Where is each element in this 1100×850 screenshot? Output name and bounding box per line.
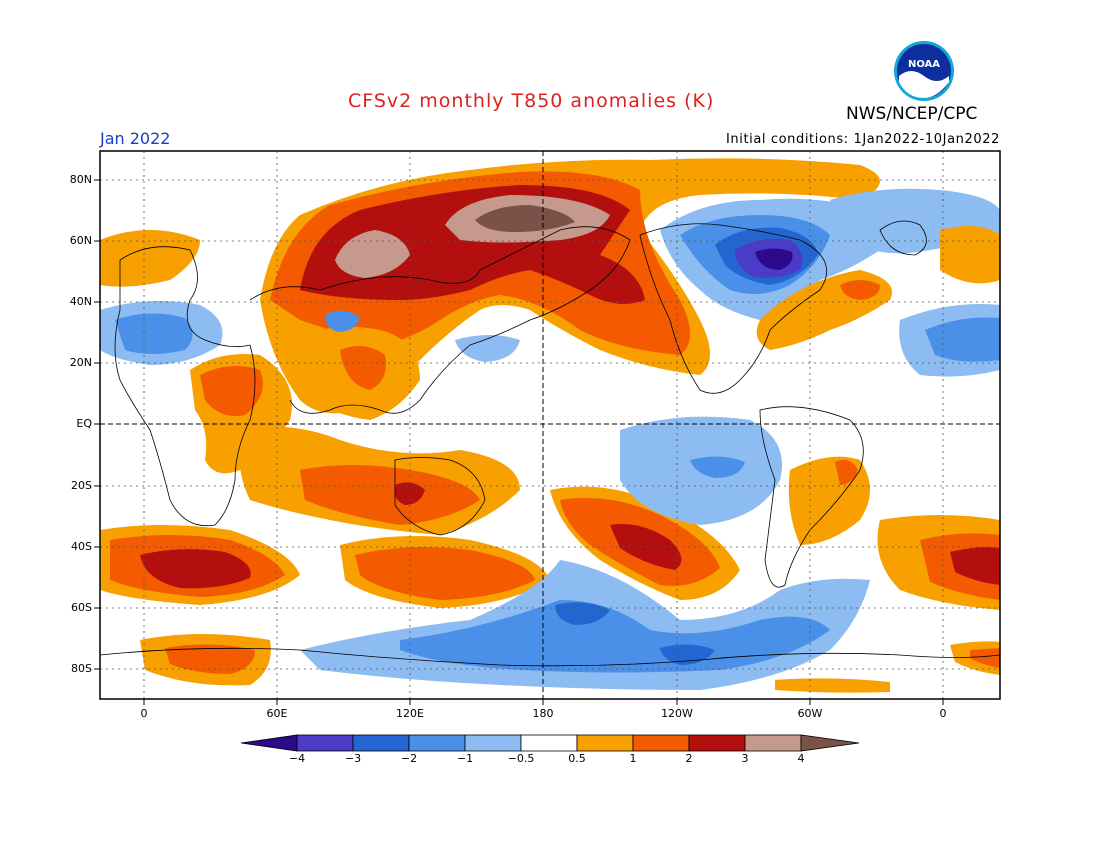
colorbar-label: −0.5: [507, 752, 535, 765]
colorbar-label: 1: [629, 752, 637, 765]
colorbar-label: 3: [741, 752, 749, 765]
warm-anomaly-region: [970, 648, 1000, 668]
colorbar-swatch: [408, 734, 466, 752]
warm-anomaly-region: [300, 465, 480, 525]
cold-anomaly-region: [115, 313, 193, 354]
colorbar-label: −2: [400, 752, 418, 765]
logo-text: NOAA: [908, 59, 940, 70]
warm-anomaly-region: [140, 549, 251, 589]
warm-anomaly-region: [200, 366, 263, 416]
noaa-logo: NOAA: [894, 41, 954, 101]
cold-anomaly-region: [400, 600, 830, 673]
lat-label: 60N: [69, 234, 92, 247]
colorbar-label: −3: [344, 752, 362, 765]
lat-label: 20N: [69, 356, 92, 369]
colorbar-label: −1: [456, 752, 474, 765]
warm-anomaly-region: [835, 459, 858, 485]
warm-anomaly-region: [335, 230, 410, 278]
warm-anomaly-region: [775, 678, 890, 693]
colorbar-label: 0.5: [568, 752, 586, 765]
colorbar-label: 2: [685, 752, 693, 765]
lat-label: 20S: [71, 479, 92, 492]
lon-label: 60W: [797, 707, 823, 720]
warm-anomaly-region: [610, 524, 682, 570]
colorbar-swatch: [296, 734, 354, 752]
colorbar-swatch: [520, 734, 578, 752]
lon-label: 0: [939, 707, 947, 720]
lat-label: 80S: [71, 662, 92, 675]
warm-anomaly-region: [355, 546, 535, 600]
colorbar-swatch: [688, 734, 746, 752]
colorbar-label: 4: [797, 752, 805, 765]
cold-anomaly-region: [325, 310, 360, 332]
lon-label: 180: [532, 707, 554, 720]
warm-anomaly-region: [940, 226, 1000, 284]
warm-anomaly-region: [165, 644, 255, 674]
colorbar: [240, 734, 860, 752]
coastlines: [100, 220, 1000, 667]
lon-label: 0: [140, 707, 148, 720]
lon-label: 120W: [661, 707, 693, 720]
agency-label: NWS/NCEP/CPC: [846, 104, 978, 124]
warm-anomaly-region: [340, 346, 386, 390]
map-frame: [99, 150, 1001, 700]
colorbar-swatch: [576, 734, 634, 752]
lon-label: 60E: [266, 707, 288, 720]
warm-anomaly-region: [840, 280, 880, 300]
colorbar-arrow-left: [240, 734, 298, 752]
axis-ticks: [94, 179, 944, 705]
colorbar-swatch: [632, 734, 690, 752]
initial-conditions: Initial conditions: 1Jan2022-10Jan2022: [725, 132, 1000, 147]
colorbar-label: −4: [288, 752, 306, 765]
lat-label: 40S: [71, 540, 92, 553]
warm-anomaly-region: [100, 230, 200, 287]
cold-anomaly-region: [455, 335, 520, 362]
colorbar-swatch: [352, 734, 410, 752]
cold-anomaly-region: [690, 456, 745, 478]
lat-label: EQ: [76, 417, 92, 430]
lon-label: 120E: [396, 707, 424, 720]
lat-label: 80N: [69, 173, 92, 186]
forecast-month: Jan 2022: [100, 129, 171, 148]
colorbar-swatch: [464, 734, 522, 752]
colorbar-swatch: [744, 734, 802, 752]
map-title: CFSv2 monthly T850 anomalies (K): [348, 90, 715, 112]
lat-label: 40N: [69, 295, 92, 308]
cold-anomaly-region: [925, 317, 1000, 362]
warm-anomaly-region: [950, 547, 1000, 585]
lat-label: 60S: [71, 601, 92, 614]
colorbar-arrow-right: [800, 734, 860, 752]
warm-anomaly-region: [475, 205, 575, 232]
cold-anomaly-region: [755, 248, 793, 270]
graticule: [100, 151, 1000, 699]
